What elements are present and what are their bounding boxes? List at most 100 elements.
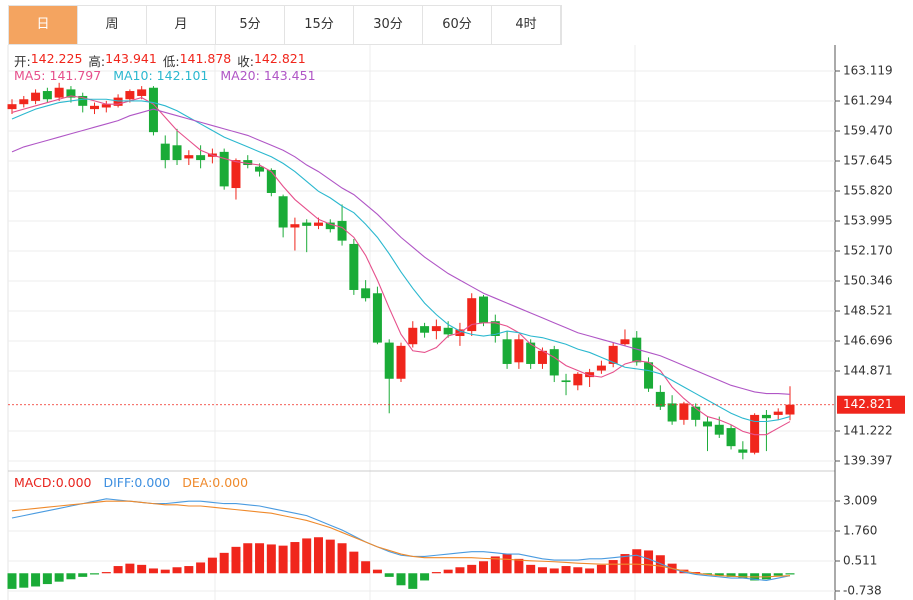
legend-name: MA10:	[113, 68, 153, 83]
y-tick-label: 148.521	[843, 303, 893, 317]
macd-bar	[702, 573, 712, 575]
macd-bar	[384, 573, 394, 577]
period-tabs: 日周月 5分 15分 30分 60分 4时	[8, 5, 562, 45]
macd-bar	[31, 573, 41, 587]
period-tab[interactable]: 月	[147, 6, 216, 44]
period-tab[interactable]: 4时	[492, 6, 561, 44]
macd-bar	[408, 573, 418, 589]
candle-body	[313, 222, 323, 226]
candle-body	[266, 169, 276, 193]
last-price-label: 142.821	[843, 397, 893, 411]
period-tab[interactable]: 日	[9, 6, 78, 44]
ohlc-value: 142.821	[253, 51, 306, 66]
candle-body	[219, 151, 229, 187]
macd-line	[11, 500, 791, 578]
ma-header: MA5: 141.797 MA10: 142.101 MA20: 143.451	[14, 68, 328, 83]
macd-header: MACD: 0.000 DIFF: 0.000 DEA: 0.000	[14, 475, 260, 490]
macd-bar	[349, 551, 359, 574]
candle-body	[7, 104, 17, 110]
y-tick-label: 155.820	[843, 183, 893, 197]
y-tick-label: 159.470	[843, 123, 893, 137]
candle-body	[750, 414, 760, 453]
period-tab[interactable]: 15分	[285, 6, 354, 44]
macd-bar	[219, 552, 229, 574]
y-tick-label: 150.346	[843, 273, 893, 287]
macd-bar	[231, 546, 241, 574]
macd-bar	[313, 537, 323, 574]
macd-bar	[431, 572, 441, 574]
ohlc-label: 低:	[162, 54, 180, 69]
macd-bar	[490, 556, 500, 574]
macd-bar	[691, 572, 701, 574]
candle-body	[196, 155, 206, 161]
macd-bar	[54, 573, 64, 582]
candle-body	[54, 87, 64, 98]
macd-bar	[255, 543, 265, 574]
macd-bar	[502, 554, 512, 574]
macd-bar	[90, 573, 100, 575]
macd-bar	[196, 562, 206, 574]
macd-bar	[337, 543, 347, 574]
ohlc-value: 143.941	[105, 51, 157, 66]
candle-body	[278, 196, 288, 228]
legend-value: 141.797	[49, 68, 102, 83]
macd-bar	[585, 568, 595, 574]
legend-value: 143.451	[263, 68, 316, 83]
macd-bar	[125, 563, 135, 574]
candle-body	[726, 428, 736, 447]
y-tick-label: 153.995	[843, 214, 893, 228]
macd-bar	[738, 573, 748, 579]
ohlc-header: 开: 142.225 高: 143.941 低: 141.878 收: 142.821	[14, 51, 312, 70]
macd-bar	[726, 573, 736, 577]
candle-body	[31, 92, 41, 101]
macd-bar	[243, 543, 253, 574]
y-tick-label: 3.009	[843, 493, 877, 507]
period-tab[interactable]: 30分	[354, 6, 423, 44]
candle-body	[785, 404, 795, 415]
macd-bar	[361, 561, 371, 574]
macd-bar	[561, 566, 571, 574]
y-tick-label: 139.397	[843, 454, 893, 468]
candle-body	[679, 403, 689, 420]
y-tick-label: 146.696	[843, 334, 893, 348]
macd-bar	[679, 569, 689, 574]
y-tick-label: -0.738	[843, 583, 882, 597]
period-tab[interactable]: 周	[78, 6, 147, 44]
candle-body	[243, 160, 253, 166]
macd-bar	[160, 569, 170, 574]
y-tick-label: 1.760	[843, 523, 877, 537]
period-tab[interactable]: 60分	[423, 6, 492, 44]
macd-bar	[66, 573, 76, 580]
macd-bar	[455, 567, 465, 574]
candle-body	[90, 105, 100, 110]
macd-bar	[113, 566, 123, 574]
ohlc-value: 142.225	[30, 51, 83, 66]
candle-body	[537, 350, 547, 364]
candle-body	[443, 327, 453, 335]
ma-line	[11, 98, 791, 423]
macd-bar	[184, 566, 194, 574]
period-tab[interactable]: 5分	[216, 6, 285, 44]
candle-body	[502, 339, 512, 364]
macd-label: MACD:	[14, 475, 56, 490]
candle-body	[467, 298, 477, 332]
macd-bar	[372, 569, 382, 574]
macd-bar	[526, 564, 536, 574]
candle-body	[148, 87, 158, 133]
candle-body	[408, 327, 418, 345]
candle-body	[608, 345, 618, 364]
y-tick-label: 141.222	[843, 424, 893, 438]
candle-body	[644, 362, 654, 389]
candle-body	[655, 391, 665, 407]
candle-body	[184, 155, 194, 159]
candle-body	[302, 222, 312, 226]
candle-body	[514, 339, 524, 363]
y-tick-label: 0.511	[843, 553, 877, 567]
y-tick-label: 152.170	[843, 244, 893, 258]
candle-body	[325, 222, 335, 230]
macd-bar	[785, 573, 795, 575]
macd-bar	[549, 568, 559, 574]
candle-body	[702, 421, 712, 427]
macd-bar	[479, 561, 489, 574]
ma-line	[11, 95, 791, 436]
